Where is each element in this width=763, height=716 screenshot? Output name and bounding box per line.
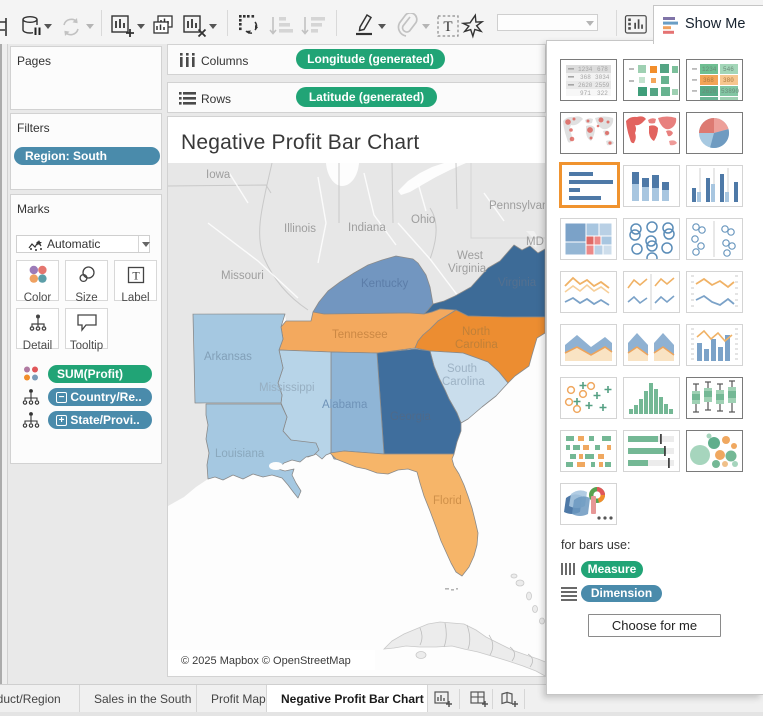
- svg-text:North: North: [462, 326, 490, 338]
- svg-text:Virginia: Virginia: [448, 263, 487, 275]
- svg-text:T: T: [132, 269, 140, 283]
- svg-text:Carolina: Carolina: [442, 376, 485, 388]
- svg-text:Virginia: Virginia: [498, 277, 537, 289]
- svg-text:Mississippi: Mississippi: [259, 382, 315, 394]
- svg-text:1234: 1234: [578, 66, 593, 73]
- svg-text:1234: 1234: [702, 66, 717, 73]
- svg-text:53890: 53890: [721, 88, 739, 95]
- svg-text:2620: 2620: [578, 82, 593, 89]
- svg-text:Louisiana: Louisiana: [215, 448, 265, 460]
- svg-text:Florid: Florid: [433, 495, 462, 507]
- svg-text:3034: 3034: [595, 74, 610, 81]
- svg-text:380: 380: [723, 77, 734, 84]
- svg-text:Arkansas: Arkansas: [204, 351, 252, 363]
- svg-text:368: 368: [580, 74, 591, 81]
- svg-text:Indiana: Indiana: [348, 222, 386, 234]
- svg-text:368: 368: [703, 77, 714, 84]
- svg-text:546: 546: [723, 66, 734, 73]
- svg-text:2620: 2620: [702, 88, 717, 95]
- svg-text:T: T: [443, 19, 452, 35]
- svg-text:Iowa: Iowa: [206, 169, 231, 181]
- svg-text:West: West: [457, 250, 484, 262]
- svg-text:Missouri: Missouri: [221, 270, 264, 282]
- svg-text:971: 971: [580, 90, 591, 97]
- svg-text:Tennessee: Tennessee: [332, 329, 388, 341]
- svg-text:Georgia: Georgia: [390, 411, 432, 423]
- svg-text:Pennsylvani: Pennsylvani: [489, 200, 545, 212]
- svg-text:Alabama: Alabama: [322, 399, 368, 411]
- svg-text:South: South: [447, 363, 477, 375]
- svg-text:2559: 2559: [595, 82, 610, 89]
- svg-text:678: 678: [597, 66, 608, 73]
- svg-text:© 2025 Mapbox © OpenStreetMap: © 2025 Mapbox © OpenStreetMap: [181, 655, 351, 667]
- svg-text:Ohio: Ohio: [411, 214, 435, 226]
- svg-text:MD: MD: [526, 236, 544, 248]
- svg-text:Carolina: Carolina: [455, 339, 498, 351]
- svg-text:322: 322: [597, 90, 608, 97]
- svg-text:Kentucky: Kentucky: [361, 278, 409, 290]
- svg-text:Illinois: Illinois: [284, 223, 316, 235]
